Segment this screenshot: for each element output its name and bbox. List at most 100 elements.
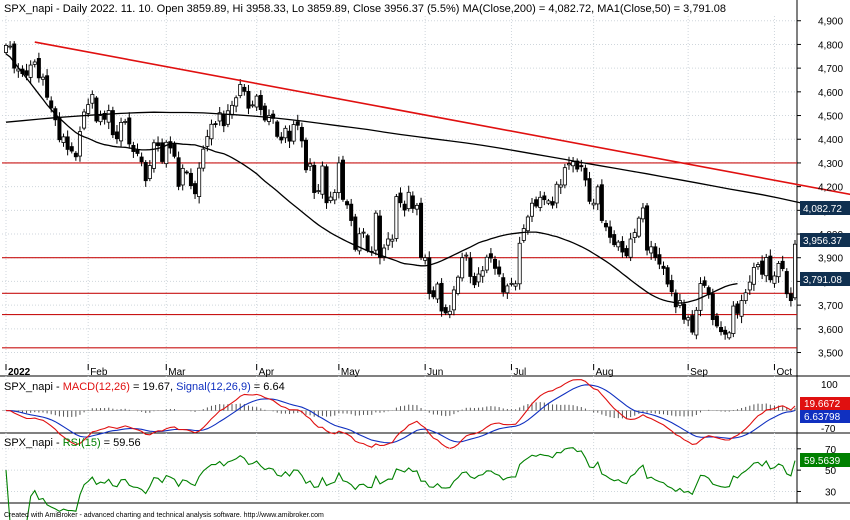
candle-up (357, 233, 362, 252)
candle-up (435, 283, 440, 300)
candle-up (517, 242, 522, 285)
candle-down (575, 160, 580, 170)
ma200-line (5, 111, 850, 214)
candle-down (410, 195, 415, 209)
candle-up (546, 200, 551, 204)
candle-up (98, 115, 103, 123)
month-label: Feb (90, 367, 108, 378)
candle-up (225, 110, 230, 125)
ma50-line (5, 53, 738, 304)
candle-up (151, 142, 156, 169)
price-axis-label: 4,300 (818, 159, 843, 170)
candle-up (731, 305, 736, 334)
candle-down (295, 121, 300, 126)
signal-value-tag: 6.63798 (800, 410, 850, 423)
month-label: Aug (596, 367, 614, 378)
month-label: Jul (513, 367, 526, 378)
candle-down (176, 157, 181, 187)
candle-up (538, 196, 543, 208)
price-axis-label: 4,800 (818, 40, 843, 51)
candle-down (139, 156, 144, 163)
macd-tag-text: 19.6672 (804, 399, 841, 410)
signal-label: Signal(12,26,9) (176, 381, 251, 393)
price-axis-label: 3,500 (818, 349, 843, 360)
candle-down (710, 293, 715, 320)
candle-up (320, 165, 325, 195)
candle-down (497, 266, 502, 275)
candle-down (402, 203, 407, 211)
candle-down (221, 113, 226, 127)
candle-up (484, 256, 489, 271)
candle-up (32, 61, 37, 65)
candle-down (345, 201, 350, 206)
candle-down (12, 43, 17, 69)
candle-down (542, 195, 547, 201)
candle-up (336, 162, 341, 193)
candle-up (628, 238, 633, 258)
candle-down (419, 202, 424, 258)
candle-up (451, 289, 456, 311)
candle-down (279, 136, 284, 141)
ma50-value-tag: 3,791.08 (800, 272, 850, 286)
price-panel (2, 41, 850, 349)
candle-up (394, 196, 399, 239)
candle-down (587, 178, 592, 202)
price-axis-label: 4,500 (818, 112, 843, 123)
candle-up (513, 283, 518, 287)
candle-down (262, 105, 267, 121)
candle-down (94, 97, 99, 122)
candle-up (266, 115, 271, 122)
candle-up (595, 186, 600, 205)
signal-value: = 6.64 (251, 381, 285, 393)
price-axis-label: 4,200 (818, 183, 843, 194)
candle-down (579, 165, 584, 168)
ma200-tag-box (800, 201, 850, 215)
candle-up (751, 267, 756, 285)
candle-up (521, 228, 526, 241)
candle-up (571, 161, 576, 167)
candle-up (82, 111, 87, 129)
candle-up (505, 285, 510, 294)
month-label: Mar (168, 367, 186, 378)
macd-axis-label: -70 (821, 424, 836, 435)
candle-down (258, 94, 263, 111)
candle-up (562, 167, 567, 186)
macd-panel (2, 379, 797, 450)
rsi-tag-box (800, 453, 850, 467)
candle-down (608, 226, 613, 238)
candle-down (714, 315, 719, 327)
candle-down (275, 121, 280, 137)
price-axis-label: 3,600 (818, 325, 843, 336)
candle-up (776, 263, 781, 278)
candle-up (640, 207, 645, 220)
candle-down (57, 117, 62, 141)
candle-up (739, 300, 744, 317)
candle-up (480, 270, 485, 277)
candle-down (723, 329, 728, 335)
candle-up (382, 247, 387, 258)
candle-up (90, 94, 95, 104)
candle-up (86, 104, 91, 114)
price-axis-label: 3,900 (818, 254, 843, 265)
candle-down (719, 326, 724, 333)
candle-up (727, 332, 732, 339)
candle-up (591, 202, 596, 206)
candle-down (468, 257, 473, 277)
candle-down (550, 201, 555, 206)
candle-down (114, 131, 119, 140)
candle-down (501, 277, 506, 293)
month-label: Jun (427, 367, 443, 378)
candle-up (8, 45, 13, 48)
rsi-tag-text: 59.5639 (804, 456, 841, 467)
candle-up (308, 163, 313, 167)
candle-down (143, 162, 148, 182)
candle-down (669, 280, 674, 293)
rsi-value-tag: 59.5639 (800, 453, 850, 467)
month-label: May (341, 367, 360, 378)
candle-down (661, 265, 666, 269)
candle-up (164, 141, 169, 165)
rsi-value: = 59.56 (101, 437, 141, 449)
candle-down (69, 146, 74, 152)
candle-up (4, 44, 9, 53)
